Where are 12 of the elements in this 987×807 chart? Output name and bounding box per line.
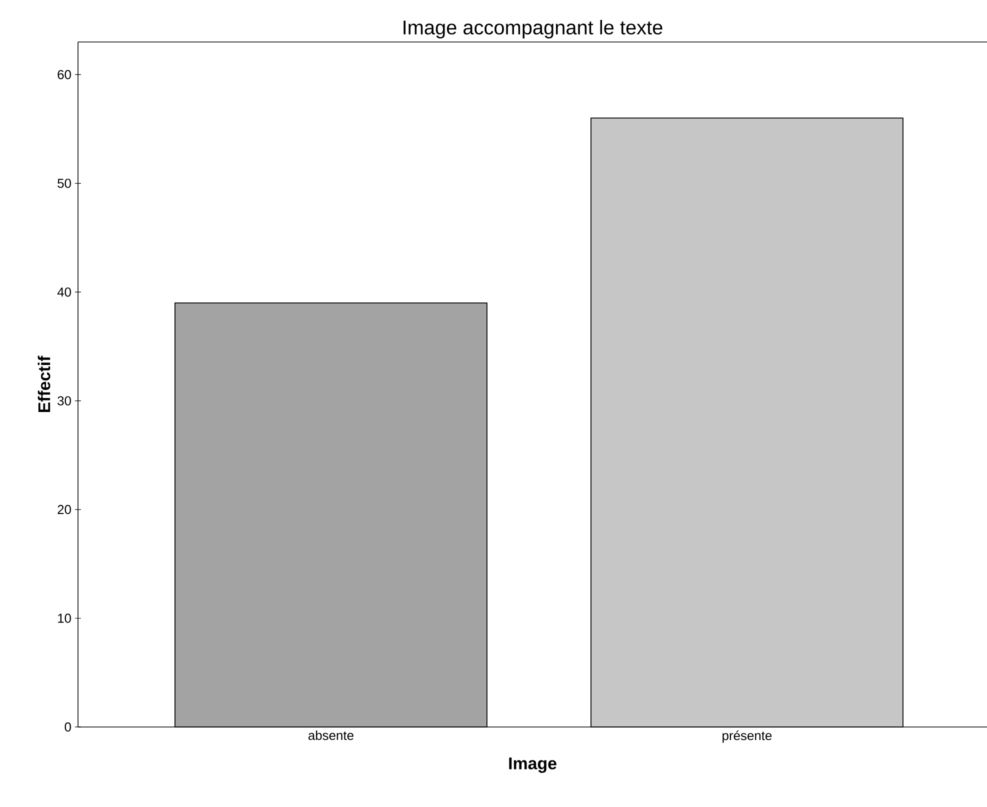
x-tick-label: présente bbox=[722, 730, 772, 743]
y-tick-label: 30 bbox=[58, 396, 71, 406]
y-tick-label: 20 bbox=[58, 504, 71, 514]
y-tick-label: 40 bbox=[57, 287, 71, 297]
y-tick-label: 10 bbox=[58, 614, 71, 623]
y-tick-label: 60 bbox=[58, 70, 71, 80]
chart-title: Image accompagnant le texte bbox=[404, 20, 662, 38]
y-axis-title: Effectif bbox=[38, 356, 50, 412]
y-tick-label: 50 bbox=[58, 178, 71, 188]
x-axis-title: Image bbox=[509, 758, 556, 773]
x-tick-label: absente bbox=[308, 730, 354, 740]
y-tick-label: 0 bbox=[64, 722, 71, 732]
